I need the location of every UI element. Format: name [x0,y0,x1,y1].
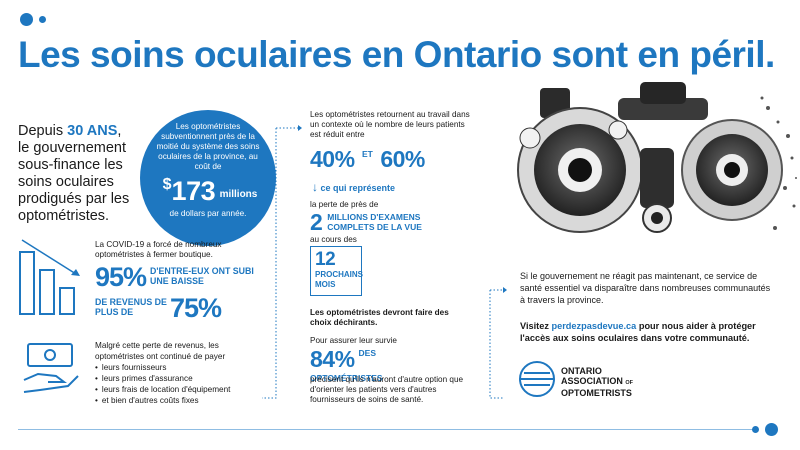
loss-prefix: la perte de près de [310,200,379,209]
decor-dot [20,13,33,26]
intro-text: Depuis 30 ANS, le gouvernement sous-fina… [18,123,130,224]
oao-logo-text: ONTARIO ASSOCIATION OF OPTOMETRISTS [561,366,633,398]
revenue-text: Malgré cette perte de revenus, les optom… [95,341,226,361]
funding-circle: Les optométristes subventionnent près de… [140,110,276,246]
revenue-block: Malgré cette perte de revenus, les optom… [95,340,260,406]
optometrists-stat: 84% DES OPTOMÉTRISTES [310,346,383,383]
survival-text: Pour assurer leur survie [310,336,397,345]
decor-dot [752,426,759,433]
costs-list: leurs fournisseurs leurs primes d'assura… [95,362,260,406]
intro-highlight: 30 ANS [67,123,118,139]
stat-40: 40% [310,146,355,172]
covid-text: La COVID-19 a forcé de nombreux optométr… [95,240,222,259]
phoropter-illustration [517,82,797,233]
covid-stat-2: DE REVENUS DE PLUS DE 75% [95,295,260,322]
visit-text: Visitez perdezpasdevue.ca pour nous aide… [520,321,756,343]
circle-text: Les optométristes subventionnent près de… [156,122,260,171]
list-item: et bien d'autres coûts fixes [95,395,260,406]
represents-text: ↓ ce qui représente [312,180,396,194]
during-text: au cours des [310,235,357,244]
stat-75-label: DE REVENUS DE PLUS DE [95,297,167,317]
choices-text: Les optométristes devront faire des choi… [310,308,449,327]
circle-subtext: de dollars par année. [169,209,247,218]
months-box: 12 PROCHAINS MOIS [310,246,363,296]
page-title: Les soins oculaires en Ontario sont en p… [18,34,775,75]
list-item: leurs frais de location d'équipement [95,384,260,395]
oao-logo-icon [519,361,555,397]
decor-dot [765,423,778,436]
outcome-text: précisent qu'ils n'auront d'autre option… [310,375,464,404]
list-item: leurs primes d'assurance [95,373,260,384]
stat-60: 60% [380,146,425,172]
covid-stat-1: 95% D'ENTRE-EUX ONT SUBI UNE BAISSE [95,263,260,291]
payment-hand-icon [23,343,79,393]
return-text: Les optométristes retournent au travail … [310,110,470,139]
bottom-rule [18,429,758,430]
patient-reduction: 40% ET 60% [310,146,425,172]
declining-bars-icon [19,239,80,315]
stat-95: 95% [95,262,147,292]
stat-75: 75% [170,293,222,323]
circle-amount: $173 millions [162,176,258,206]
list-item: leurs fournisseurs [95,362,260,373]
exams-stat: 2 MILLIONS D'EXAMENS COMPLETS DE LA VUE [310,209,422,235]
website-link[interactable]: perdezpasdevue.ca [551,321,637,331]
decor-dot [39,16,46,23]
warning-text: Si le gouvernement ne réagit pas mainten… [520,271,771,305]
stat-95-label: D'ENTRE-EUX ONT SUBI UNE BAISSE [150,266,254,286]
